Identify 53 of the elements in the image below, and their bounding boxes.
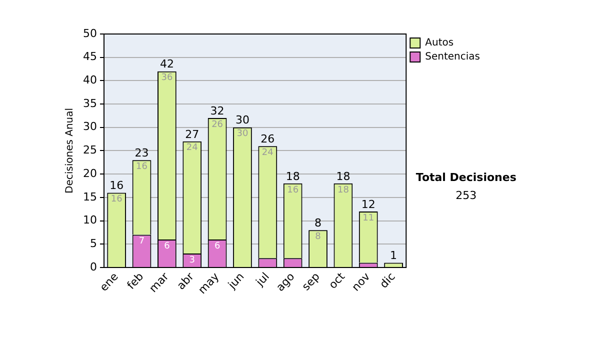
- text: 253: [456, 188, 477, 202]
- y-tick-label: 20: [82, 166, 97, 180]
- total-label: 42: [160, 58, 174, 71]
- x-tick-label: ago: [274, 270, 298, 294]
- data-label: 6: [164, 241, 170, 252]
- data-label: 36: [161, 73, 173, 84]
- data-label: 30: [236, 129, 248, 140]
- data-label: 16: [136, 162, 148, 172]
- data-label: 26: [212, 120, 224, 130]
- data-label: 16: [287, 185, 299, 196]
- x-tick-label: sep: [299, 270, 322, 294]
- data-label: 11: [362, 213, 374, 224]
- x-tick-label: feb: [124, 270, 146, 292]
- data-label: 18: [337, 185, 350, 196]
- total-label: 26: [260, 132, 275, 146]
- text: Total Decisiones: [416, 170, 517, 184]
- x-tick-label: jul: [252, 270, 272, 290]
- total-label: 1: [390, 249, 398, 262]
- total-label: 30: [235, 114, 250, 127]
- total-label: 32: [210, 104, 224, 118]
- x-tick-label: jun: [224, 270, 247, 292]
- data-label: 6: [214, 241, 220, 252]
- x-tick-label: abr: [174, 270, 197, 292]
- y-tick-label: 40: [82, 74, 97, 87]
- data-label: 3: [189, 255, 195, 266]
- y-tick-label: 15: [82, 190, 97, 204]
- total-label: 18: [336, 170, 350, 183]
- legend-label: Autos: [425, 38, 454, 49]
- data-label: 24: [262, 148, 274, 158]
- y-tick-label: 5: [90, 236, 97, 250]
- x-tick-label: oct: [326, 270, 348, 292]
- total-label: 27: [185, 128, 200, 141]
- data-label: 8: [315, 232, 322, 242]
- total-label: 16: [110, 179, 124, 192]
- total-label: 18: [286, 170, 300, 183]
- y-tick-label: 35: [82, 96, 97, 110]
- data-label: 24: [186, 143, 198, 154]
- y-axis-title: Decisiones Anual: [64, 108, 76, 194]
- y-tick-label: 45: [82, 50, 97, 64]
- total-label: 23: [134, 146, 149, 160]
- y-tick-label: 50: [82, 26, 97, 40]
- total-label: 12: [361, 198, 376, 211]
- legend-label: Sentencias: [425, 52, 480, 63]
- y-tick-label: 0: [90, 260, 97, 274]
- y-tick-label: 30: [82, 120, 97, 134]
- y-tick-label: 10: [82, 214, 97, 227]
- x-tick-label: ene: [97, 270, 122, 294]
- x-tick-label: dic: [377, 270, 398, 291]
- data-label: 16: [110, 194, 123, 205]
- x-tick-label: nov: [349, 270, 373, 294]
- y-tick-label: 25: [82, 144, 97, 157]
- total-label: 8: [314, 216, 322, 230]
- data-label: 7: [138, 236, 145, 247]
